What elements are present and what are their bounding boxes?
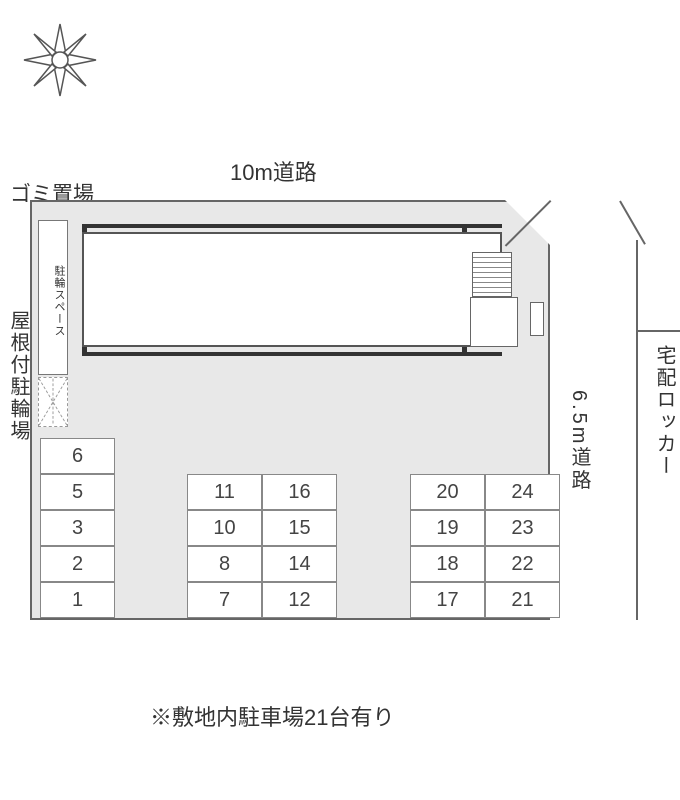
parking-space: 5	[40, 474, 115, 510]
stairs-icon	[472, 252, 512, 297]
parking-space: 22	[485, 546, 560, 582]
building-rail-top	[82, 224, 502, 228]
bike-parking-space: 駐輪スペース	[38, 220, 68, 375]
parking-space: 24	[485, 474, 560, 510]
parking-space: 3	[40, 510, 115, 546]
parking-space: 7	[187, 582, 262, 618]
parking-space: 15	[262, 510, 337, 546]
parking-footnote: ※敷地内駐車場21台有り	[150, 700, 394, 732]
parking-space: 18	[410, 546, 485, 582]
mailbox-icon	[530, 302, 544, 336]
parking-space: 17	[410, 582, 485, 618]
bike-parking-marker	[38, 377, 68, 427]
building-rail-bottom	[82, 352, 502, 356]
parking-space: 14	[262, 546, 337, 582]
parking-space: 21	[485, 582, 560, 618]
parking-space: 8	[187, 546, 262, 582]
parking-space: 6	[40, 438, 115, 474]
site-boundary: 駐輪スペース 653211110871615141220191817242322…	[30, 200, 550, 620]
parking-space: 20	[410, 474, 485, 510]
road-label-top: 10m道路	[230, 155, 317, 187]
road-label-right: 6.5m道路	[565, 390, 594, 492]
parking-space: 12	[262, 582, 337, 618]
parking-space: 11	[187, 474, 262, 510]
fence-vertical-upper	[636, 240, 638, 330]
fence-diagonal	[619, 201, 646, 245]
delivery-locker-label: 宅配ロッカー	[650, 345, 679, 477]
parking-space: 10	[187, 510, 262, 546]
compass-icon	[20, 20, 100, 105]
fence-horizontal	[636, 330, 680, 332]
parking-space: 19	[410, 510, 485, 546]
covered-bike-parking-label: 屋根付駐輪場	[4, 310, 33, 442]
parking-space: 1	[40, 582, 115, 618]
parking-space: 23	[485, 510, 560, 546]
parking-space: 2	[40, 546, 115, 582]
parking-space: 16	[262, 474, 337, 510]
entrance-box	[470, 297, 518, 347]
fence-vertical-lower	[636, 330, 638, 620]
building-outline	[82, 232, 502, 347]
